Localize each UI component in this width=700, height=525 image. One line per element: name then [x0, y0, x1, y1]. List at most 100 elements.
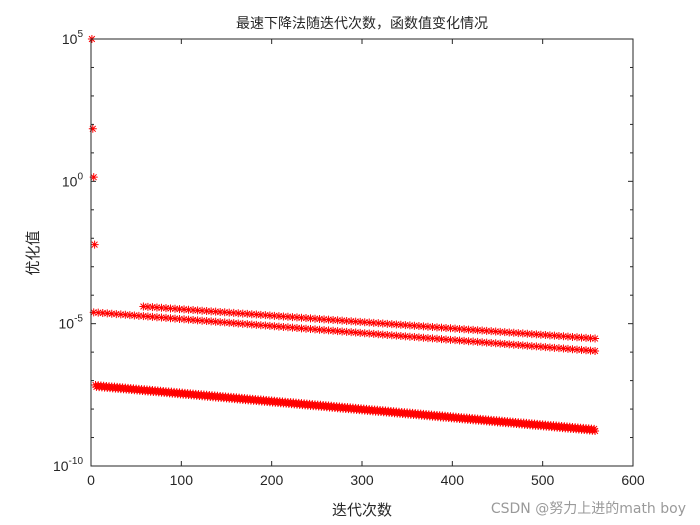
plot-frame — [90, 38, 634, 467]
data-point-star — [591, 426, 600, 435]
data-point-star — [171, 304, 180, 313]
data-point-star — [505, 340, 514, 349]
data-point-star — [301, 314, 310, 323]
data-point-star — [432, 323, 441, 332]
data-point-star — [279, 312, 288, 321]
data-point-star — [89, 308, 98, 317]
data-point-star — [451, 324, 460, 333]
plot-background — [91, 39, 633, 466]
data-point-star — [297, 324, 306, 333]
data-point-star — [274, 312, 283, 321]
data-point-star — [374, 330, 383, 339]
data-point-star — [189, 306, 198, 315]
data-point-star — [437, 323, 446, 332]
data-point-star — [157, 313, 166, 322]
data-point-star — [423, 322, 432, 331]
data-point-star — [559, 332, 568, 341]
data-point-star — [338, 327, 347, 336]
data-point-star — [536, 330, 545, 339]
data-point-star — [460, 325, 469, 334]
data-point-star — [473, 337, 482, 346]
data-point-star — [356, 317, 365, 326]
data-point-star — [125, 311, 134, 320]
data-point-star — [274, 322, 283, 331]
data-point-star — [383, 330, 392, 339]
data-point-star — [514, 341, 523, 350]
data-point-star — [410, 321, 419, 330]
data-point-star — [563, 332, 572, 341]
chart-title: 最速下降法随迭代次数，函数值变化情况 — [236, 16, 488, 32]
data-point-star — [378, 330, 387, 339]
data-point-star — [532, 330, 541, 339]
data-point-star — [324, 315, 333, 324]
data-point-star — [193, 306, 202, 315]
data-point-star — [175, 314, 184, 323]
data-point-star — [184, 305, 193, 314]
data-point-star — [455, 324, 464, 333]
data-point-star — [392, 331, 401, 340]
data-point-star — [518, 329, 527, 338]
x-tick-label: 200 — [260, 472, 284, 488]
data-point-star — [577, 333, 586, 342]
data-point-star — [320, 326, 329, 335]
data-point-star — [428, 323, 437, 332]
data-point-star — [437, 335, 446, 344]
data-point-star — [270, 311, 279, 320]
data-point-star — [342, 316, 351, 325]
data-point-star — [455, 336, 464, 345]
x-tick-label: 300 — [350, 472, 374, 488]
data-point-star — [360, 329, 369, 338]
data-point-star — [500, 339, 509, 348]
data-point-star — [469, 337, 478, 346]
data-point-star — [261, 311, 270, 320]
data-point-star — [207, 307, 216, 316]
data-point-star — [90, 240, 99, 249]
data-point-star — [586, 334, 595, 343]
data-point-star — [292, 313, 301, 322]
data-point-star — [554, 344, 563, 353]
data-point-star — [243, 320, 252, 329]
data-point-star — [442, 335, 451, 344]
data-point-star — [505, 328, 514, 337]
data-point-star — [559, 344, 568, 353]
data-point-star — [207, 317, 216, 326]
data-point-star — [338, 316, 347, 325]
data-point-star — [94, 308, 103, 317]
x-tick-label: 100 — [170, 472, 194, 488]
data-point-star — [396, 320, 405, 329]
data-point-star — [572, 333, 581, 342]
data-point-star — [315, 325, 324, 334]
data-point-star — [396, 331, 405, 340]
data-point-star — [550, 331, 559, 340]
data-point-star — [414, 333, 423, 342]
data-point-star — [356, 328, 365, 337]
data-point-star — [112, 310, 121, 319]
data-point-star — [225, 308, 234, 317]
data-point-star — [342, 327, 351, 336]
data-point-star — [107, 309, 116, 318]
data-point-star — [220, 308, 229, 317]
data-point-star — [157, 303, 166, 312]
data-point-star — [89, 173, 98, 182]
x-tick-labels: 0 100 200 300 400 500 600 — [87, 472, 645, 488]
data-point-star — [329, 326, 338, 335]
data-point-star — [586, 346, 595, 355]
y-tick-label: 105 — [62, 29, 84, 47]
data-point-star — [189, 315, 198, 324]
data-point-star — [509, 340, 518, 349]
data-point-star — [292, 323, 301, 332]
data-point-star — [532, 342, 541, 351]
data-point-star — [220, 318, 229, 327]
data-point-star — [143, 302, 152, 311]
data-point-star — [387, 320, 396, 329]
x-tick-label: 600 — [621, 472, 645, 488]
data-point-star — [514, 329, 523, 338]
data-point-star — [541, 343, 550, 352]
data-point-star — [545, 343, 554, 352]
data-point-star — [216, 307, 225, 316]
data-point-star — [283, 312, 292, 321]
data-point-star — [405, 321, 414, 330]
data-point-star — [428, 334, 437, 343]
data-point-star — [256, 321, 265, 330]
